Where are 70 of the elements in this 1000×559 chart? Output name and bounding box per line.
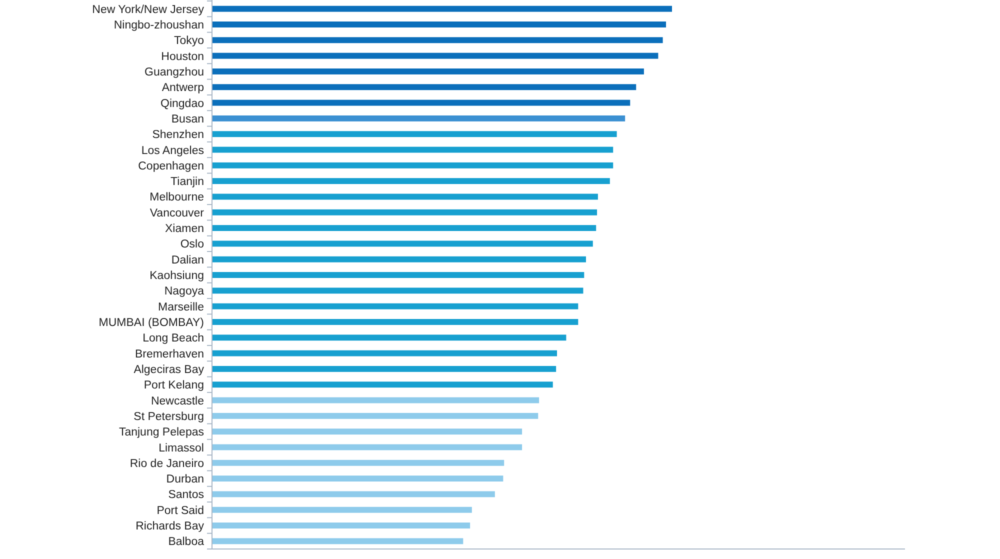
bar xyxy=(212,100,630,106)
bar xyxy=(212,6,672,12)
y-tick-label: Nagoya xyxy=(164,286,205,298)
bar xyxy=(212,318,578,325)
bar xyxy=(212,68,644,74)
y-tick-label: St Petersburg xyxy=(134,410,204,423)
y-tick-label: Tanjung Pelepas xyxy=(118,426,204,439)
bar xyxy=(212,52,658,59)
bar xyxy=(212,412,538,419)
y-tick-label: Marseille xyxy=(158,301,204,314)
y-tick-label: Newcastle xyxy=(150,395,204,408)
y-tick-label: Algeciras Bay xyxy=(134,364,204,376)
bar xyxy=(212,240,593,247)
bar xyxy=(212,178,610,184)
y-tick-label: Port Said xyxy=(156,504,204,517)
y-tick-label: Long Beach xyxy=(142,332,204,345)
y-tick-label: Limassol xyxy=(158,442,204,454)
y-tick-label: New York/New Jersey xyxy=(92,4,204,16)
bar xyxy=(212,256,586,262)
bar xyxy=(212,162,614,168)
bar xyxy=(212,491,495,498)
y-tick-label: Durban xyxy=(166,474,204,486)
bar xyxy=(212,37,663,44)
bar xyxy=(212,397,540,404)
y-tick-label: Guangzhou xyxy=(144,66,204,78)
bar xyxy=(212,476,504,482)
y-tick-label: Ningbo-zhoushan xyxy=(114,20,204,32)
y-tick-label: Qingdao xyxy=(160,98,204,110)
bar xyxy=(212,115,626,122)
y-tick-label: Copenhagen xyxy=(138,160,204,172)
bar xyxy=(212,428,522,435)
bar xyxy=(212,350,557,356)
bar xyxy=(212,22,666,28)
y-tick-label: Richards Bay xyxy=(136,520,204,533)
bar xyxy=(212,366,556,372)
bar xyxy=(212,506,472,513)
y-tick-label: Rio de Janeiro xyxy=(130,458,204,470)
bar xyxy=(212,209,598,216)
y-tick-label: Port Kelang xyxy=(144,380,204,392)
bar xyxy=(212,84,636,90)
y-tick-label: Tianjin xyxy=(170,176,204,188)
y-tick-label: Los Angeles xyxy=(141,144,204,157)
y-tick-label: Balboa xyxy=(168,536,205,548)
bar xyxy=(212,522,470,528)
y-tick-label: Melbourne xyxy=(150,192,204,204)
bar xyxy=(212,444,522,450)
bar xyxy=(212,303,578,310)
y-tick-label: Kaohsiung xyxy=(150,270,204,282)
y-tick-label: Vancouver xyxy=(150,207,204,220)
bar xyxy=(212,194,598,200)
bar xyxy=(212,146,614,153)
bar xyxy=(212,460,504,466)
bar xyxy=(212,288,584,294)
bar xyxy=(212,272,584,278)
bar xyxy=(212,538,464,544)
y-tick-label: MUMBAI (BOMBAY) xyxy=(98,316,204,329)
y-tick-label: Santos xyxy=(168,489,204,502)
y-tick-label: Bremerhaven xyxy=(134,348,204,360)
y-tick-label: Busan xyxy=(171,113,204,126)
bar xyxy=(212,334,566,341)
y-tick-label: Dalian xyxy=(171,254,204,266)
y-tick-label: Oslo xyxy=(180,238,204,251)
bar xyxy=(212,225,596,232)
y-tick-label: Houston xyxy=(161,50,204,63)
bar xyxy=(212,131,617,138)
y-tick-label: Tokyo xyxy=(174,35,204,48)
y-tick-label: Shenzhen xyxy=(152,129,204,142)
bar xyxy=(212,382,553,388)
y-tick-label: Antwerp xyxy=(162,82,204,94)
y-tick-label: Xiamen xyxy=(165,223,204,236)
